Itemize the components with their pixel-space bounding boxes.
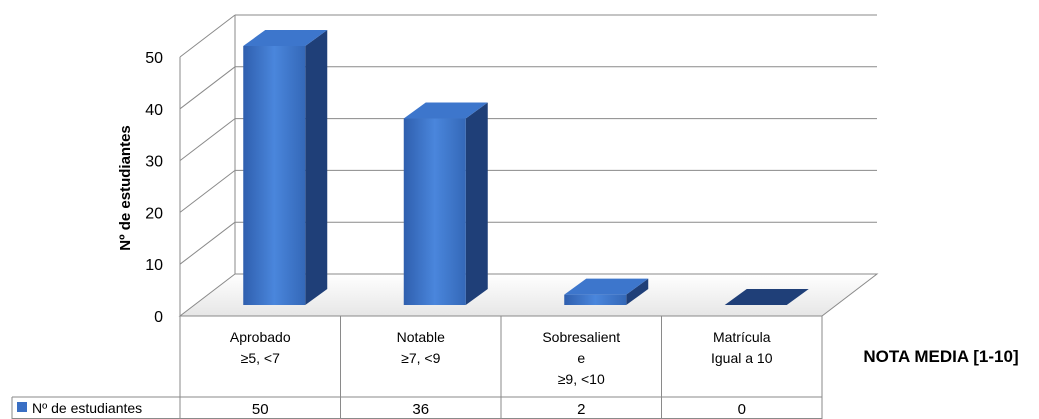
gridline-side [180, 170, 235, 212]
bar-front [564, 295, 626, 305]
y-axis-label: Nº de estudiantes [117, 125, 134, 251]
bar [404, 103, 488, 305]
gridline-side [180, 119, 235, 161]
bar-front [404, 119, 466, 305]
bar [243, 30, 327, 305]
gridline-side [180, 67, 235, 109]
category-label: ≥7, <9 [401, 350, 440, 366]
category-label: ≥5, <7 [241, 350, 280, 366]
y-tick-label: 10 [145, 257, 163, 274]
bar-side [466, 103, 488, 305]
data-value: 0 [738, 401, 746, 418]
y-tick-label: 20 [145, 205, 163, 222]
y-tick-label: 50 [145, 50, 163, 67]
category-label: Sobresalient [542, 329, 620, 345]
data-value: 2 [577, 401, 585, 418]
legend-swatch [17, 402, 27, 412]
legend-label: Nº de estudiantes [32, 400, 142, 416]
bar-front [243, 46, 305, 305]
category-label: Igual a 10 [711, 350, 773, 366]
category-label: Aprobado [230, 329, 291, 345]
y-tick-label: 30 [145, 154, 163, 171]
category-label: e [577, 350, 585, 366]
category-label: Matrícula [713, 329, 771, 345]
x-axis-title: NOTA MEDIA [1-10] [863, 347, 1018, 366]
category-label: ≥9, <10 [558, 371, 605, 387]
data-value: 50 [252, 401, 269, 418]
gridline-side [180, 15, 235, 57]
y-axis: 0 10 20 30 40 50 [145, 50, 163, 326]
data-value: 36 [412, 401, 429, 418]
data-table: Aprobado ≥5, <7 50 Notable ≥7, <9 36 Sobresali… [12, 316, 822, 419]
y-tick-label: 40 [145, 102, 163, 119]
category-label: Notable [397, 329, 445, 345]
bars [243, 30, 809, 305]
y-tick-label: 0 [154, 309, 163, 326]
bar-side [305, 30, 327, 305]
gridline-side [180, 222, 235, 264]
